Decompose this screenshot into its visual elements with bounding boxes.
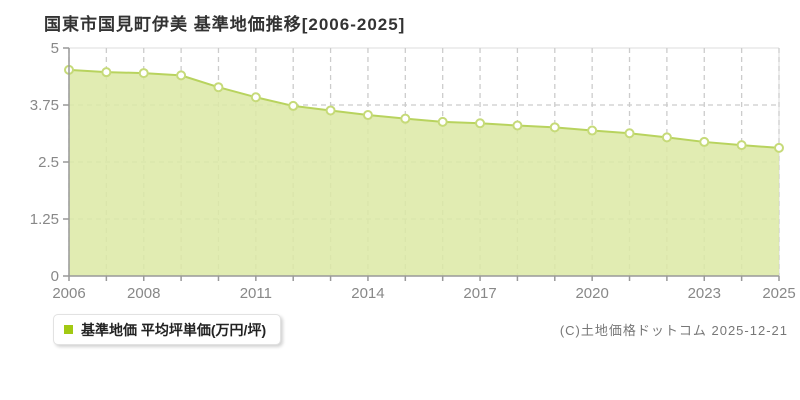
data-point (587, 125, 598, 136)
data-point (176, 70, 187, 81)
y-axis-label: 3.75 (30, 97, 59, 114)
x-axis-label: 2025 (762, 285, 795, 302)
y-axis-label: 2.5 (38, 154, 59, 171)
y-axis-label: 5 (51, 40, 59, 57)
data-point (549, 122, 560, 133)
x-axis-label: 2006 (52, 285, 85, 302)
data-point (213, 82, 224, 93)
data-point (774, 142, 784, 153)
x-axis-label: 2014 (351, 285, 384, 302)
x-axis-label: 2011 (240, 285, 272, 302)
legend-label: 基準地価 平均坪単価(万円/坪) (81, 321, 267, 338)
data-point (400, 113, 411, 124)
copyright-text: (C)土地価格ドットコム 2025-12-21 (559, 323, 788, 338)
x-axis-label: 2023 (688, 285, 721, 302)
chart-title: 国東市国見町伊美 基準地価推移[2006-2025] (44, 15, 406, 34)
data-point (325, 105, 336, 116)
data-point (475, 118, 486, 129)
data-point (624, 128, 635, 139)
x-axis-label: 2008 (127, 285, 160, 302)
y-axis-label: 0 (51, 268, 59, 285)
data-point (512, 120, 523, 131)
data-point (736, 140, 747, 151)
series-line (68, 68, 780, 149)
legend-marker-square (64, 325, 73, 334)
data-point (101, 67, 112, 78)
data-point (661, 132, 672, 143)
y-axis-label: 1.25 (30, 211, 59, 228)
data-point (138, 68, 149, 79)
x-axis-label: 2017 (463, 285, 496, 302)
data-point (699, 136, 710, 147)
data-point (250, 92, 261, 103)
data-point (362, 110, 373, 121)
series-area-fill (69, 69, 779, 276)
data-point (437, 116, 448, 127)
x-axis-label: 2020 (575, 285, 608, 302)
legend: 基準地価 平均坪単価(万円/坪) (53, 314, 282, 345)
data-point (288, 100, 299, 111)
